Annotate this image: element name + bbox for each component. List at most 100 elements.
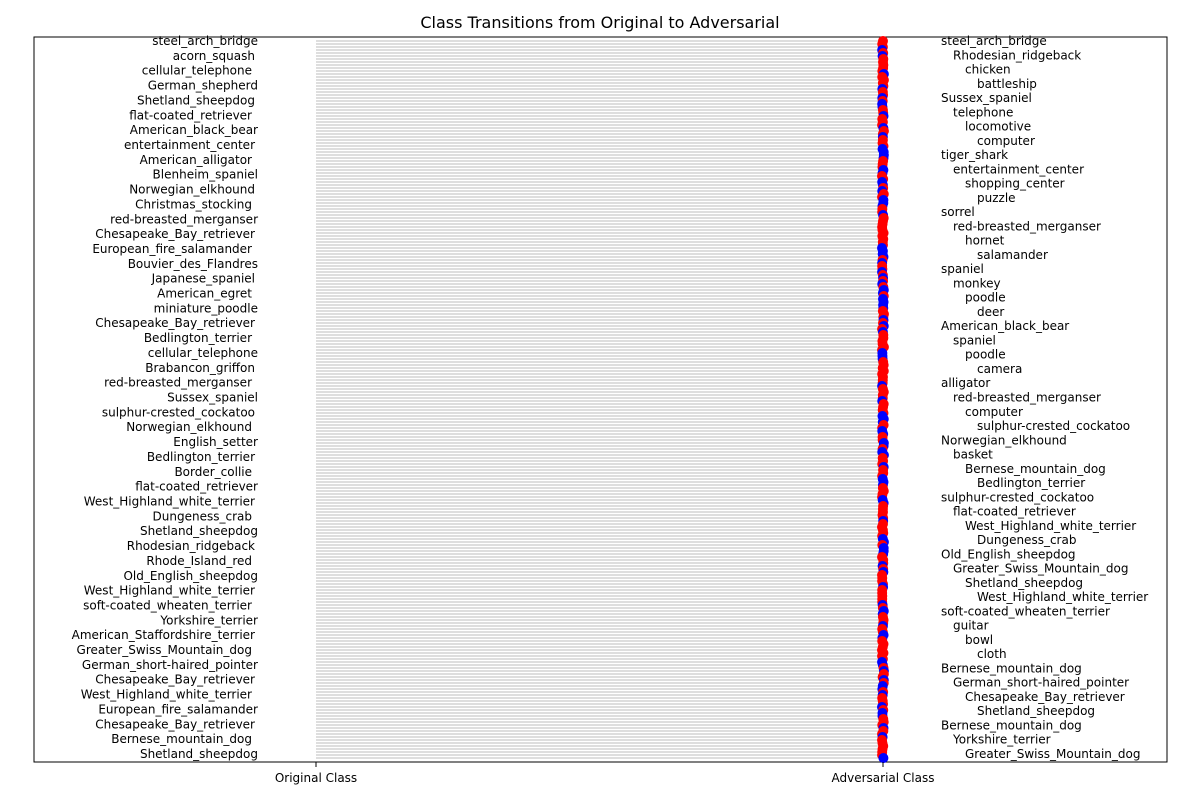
original-class-label: European_fire_salamander [92,242,252,256]
adversarial-class-label: German_short-haired_pointer [953,676,1129,690]
adversarial-class-labels: steel_arch_bridgeRhodesian_ridgebackchic… [941,34,1148,761]
adversarial-class-label: Rhodesian_ridgeback [953,48,1081,62]
original-class-label: Brabancon_griffon [145,361,255,375]
original-class-label: Rhodesian_ridgeback [127,539,255,553]
original-class-label: Norwegian_elkhound [126,420,252,434]
original-class-label: Dungeness_crab [153,509,252,523]
adversarial-class-label: tiger_shark [941,148,1008,162]
original-class-label: miniature_poodle [154,301,258,315]
chart-title: Class Transitions from Original to Adver… [420,13,779,32]
adversarial-class-label: computer [977,134,1035,148]
adversarial-class-label: spaniel [953,334,996,348]
adversarial-class-label: alligator [941,376,990,390]
original-class-label: Chesapeake_Bay_retriever [95,316,255,330]
x-tick-label-adversarial: Adversarial Class [832,771,935,785]
original-class-label: Border_collie [174,465,252,479]
adversarial-class-label: camera [977,362,1022,376]
original-class-label: American_alligator [140,153,252,167]
adversarial-class-label: Yorkshire_terrier [952,733,1051,747]
adversarial-class-label: Greater_Swiss_Mountain_dog [953,562,1128,576]
original-class-label: Chesapeake_Bay_retriever [95,717,255,731]
original-class-label: Shetland_sheepdog [140,747,258,761]
adversarial-class-label: computer [965,405,1023,419]
adversarial-class-label: Shetland_sheepdog [977,704,1095,718]
adversarial-class-label: bowl [965,633,993,647]
adversarial-class-label: American_black_bear [941,319,1069,333]
adversarial-class-label: monkey [953,276,1001,290]
adversarial-class-label: sorrel [941,205,975,219]
original-class-label: West_Highland_white_terrier [84,495,255,509]
original-class-label: American_egret [157,287,252,301]
adversarial-class-label: red-breasted_merganser [953,391,1101,405]
adversarial-class-label: West_Highland_white_terrier [977,590,1148,604]
original-class-label: red-breasted_merganser [110,212,258,226]
original-class-label: Norwegian_elkhound [129,183,255,197]
original-class-label: flat-coated_retriever [129,108,252,122]
original-class-label: sulphur-crested_cockatoo [102,405,255,419]
adversarial-class-label: spaniel [941,262,984,276]
original-class-label: cellular_telephone [142,64,252,78]
original-class-label: Greater_Swiss_Mountain_dog [77,643,252,657]
original-class-label: soft-coated_wheaten_terrier [83,599,252,613]
original-class-label: Bouvier_des_Flandres [128,257,258,271]
adversarial-class-label: deer [977,305,1004,319]
original-class-label: American_black_bear [130,123,258,137]
adversarial-class-label: entertainment_center [953,162,1084,176]
adversarial-class-label: flat-coated_retriever [953,505,1076,519]
original-class-label: Bernese_mountain_dog [111,732,252,746]
original-class-label: Chesapeake_Bay_retriever [95,227,255,241]
transition-markers [877,36,889,763]
adversarial-class-label: Shetland_sheepdog [965,576,1083,590]
original-class-label: flat-coated_retriever [135,480,258,494]
adversarial-class-label: Dungeness_crab [977,533,1076,547]
original-class-label: Shetland_sheepdog [137,93,255,107]
original-class-label: Blenheim_spaniel [153,168,258,182]
adversarial-class-label: steel_arch_bridge [941,34,1047,48]
adversarial-class-label: sulphur-crested_cockatoo [941,490,1094,504]
original-class-label: American_Staffordshire_terrier [72,628,255,642]
adversarial-class-label: poodle [965,291,1006,305]
adversarial-class-label: sulphur-crested_cockatoo [977,419,1130,433]
original-class-label: English_setter [173,435,258,449]
adversarial-class-label: soft-coated_wheaten_terrier [941,604,1110,618]
original-class-label: acorn_squash [173,49,255,63]
original-class-labels: steel_arch_bridgeacorn_squashcellular_te… [72,34,258,761]
original-class-label: European_fire_salamander [98,702,258,716]
original-class-label: Chesapeake_Bay_retriever [95,673,255,687]
adversarial-class-label: Norwegian_elkhound [941,433,1067,447]
original-class-label: Christmas_stocking [135,197,252,211]
original-class-label: Sussex_spaniel [167,391,258,405]
adversarial-class-label: salamander [977,248,1048,262]
original-class-label: West_Highland_white_terrier [84,584,255,598]
adversarial-class-label: battleship [977,77,1037,91]
transition-marker [878,753,889,763]
original-class-label: German_shepherd [148,79,258,93]
adversarial-class-label: Old_English_sheepdog [941,547,1076,561]
adversarial-class-label: Chesapeake_Bay_retriever [965,690,1125,704]
adversarial-class-label: puzzle [977,191,1016,205]
original-class-label: Bedlington_terrier [144,331,252,345]
adversarial-class-label: cloth [977,647,1007,661]
adversarial-class-label: Bernese_mountain_dog [941,661,1082,675]
original-class-label: German_short-haired_pointer [82,658,258,672]
adversarial-class-label: chicken [965,63,1011,77]
original-class-label: entertainment_center [124,138,255,152]
original-class-label: steel_arch_bridge [152,34,258,48]
adversarial-class-label: poodle [965,348,1006,362]
x-axis: Original Class Adversarial Class [275,762,935,785]
original-class-label: Japanese_spaniel [151,272,255,286]
adversarial-class-label: Bernese_mountain_dog [941,719,1082,733]
adversarial-class-label: hornet [965,234,1005,248]
original-class-label: Old_English_sheepdog [123,569,258,583]
original-class-label: West_Highland_white_terrier [81,688,252,702]
adversarial-class-label: telephone [953,105,1013,119]
transition-lines [316,40,883,759]
original-class-label: Shetland_sheepdog [140,524,258,538]
adversarial-class-label: Bernese_mountain_dog [965,462,1106,476]
adversarial-class-label: Sussex_spaniel [941,91,1032,105]
original-class-label: Bedlington_terrier [147,450,255,464]
adversarial-class-label: guitar [953,619,989,633]
original-class-label: red-breasted_merganser [104,376,252,390]
adversarial-class-label: West_Highland_white_terrier [965,519,1136,533]
